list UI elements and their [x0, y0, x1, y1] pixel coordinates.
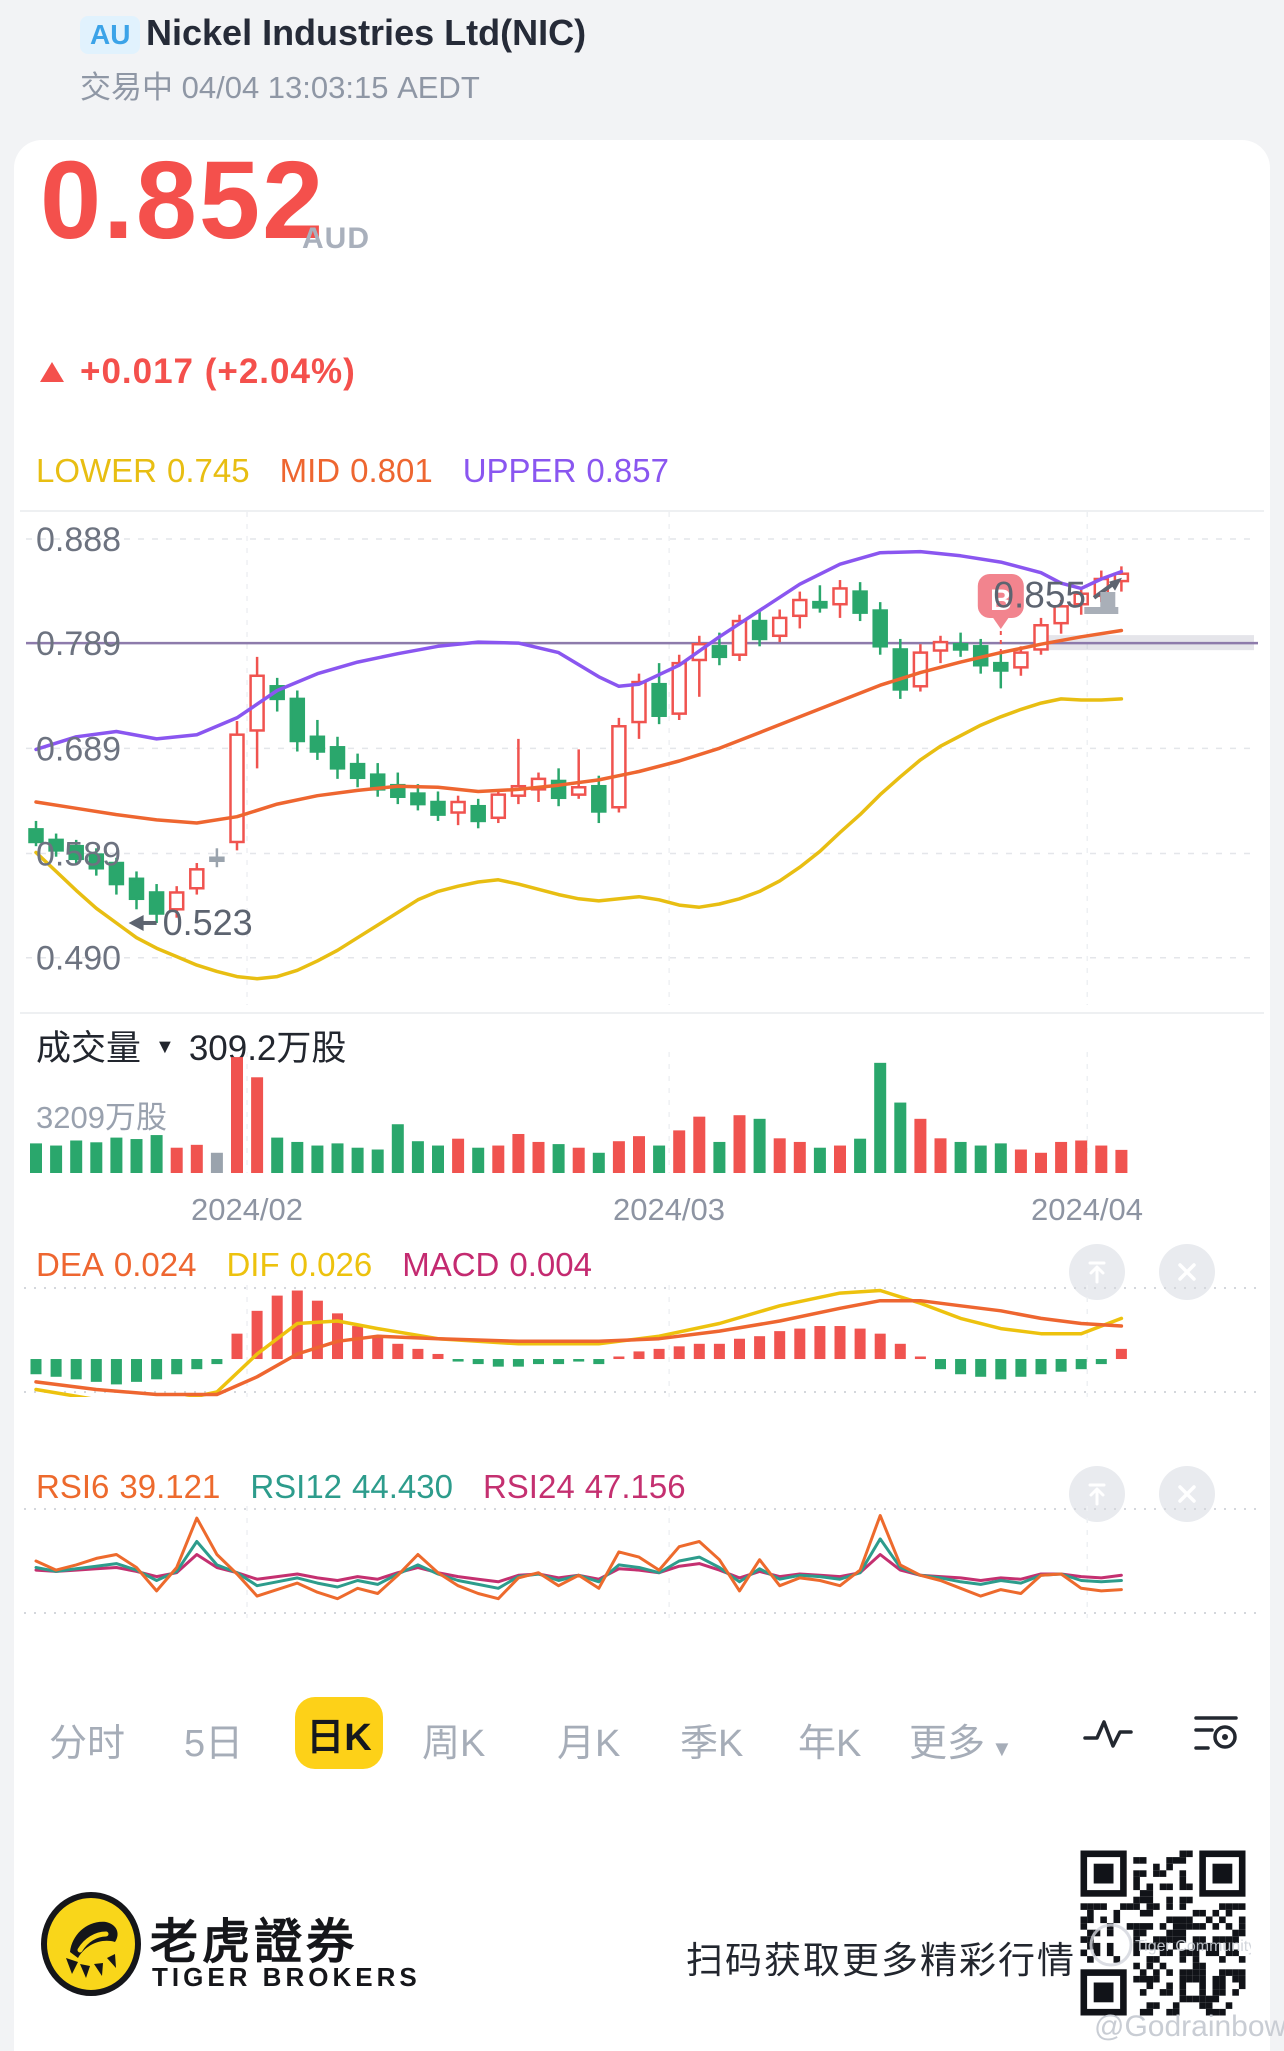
- macd-indicator-labels: DEA 0.024 DIF 0.026 MACD 0.004: [36, 1246, 592, 1284]
- content-card: [14, 140, 1270, 2051]
- indicator-settings-button[interactable]: [1184, 1700, 1248, 1764]
- candlestick-chart[interactable]: 0.888 0.789 0.689 0.589 0.490 0.523 B0.855: [20, 512, 1264, 1010]
- x-axis-label-mar: 2024/03: [612, 1192, 726, 1227]
- boll-upper-label: UPPER 0.857: [462, 452, 669, 489]
- tab-minute[interactable]: 分时: [49, 1723, 126, 1765]
- stock-title: Nickel Industries Ltd(NIC): [146, 12, 587, 53]
- volume-value: 309.2万股: [188, 1029, 347, 1068]
- rsi-chart[interactable]: [20, 1506, 1264, 1618]
- volume-header[interactable]: 成交量 ▼ 309.2万股: [36, 1020, 346, 1071]
- rsi24-label: RSI24 47.156: [482, 1468, 686, 1505]
- tab-more[interactable]: 更多 ▼: [909, 1723, 1013, 1765]
- svg-text:0.689: 0.689: [36, 730, 121, 768]
- rsi-move-top-button[interactable]: [1069, 1466, 1125, 1522]
- macd-label: MACD 0.004: [402, 1246, 592, 1283]
- macd-move-top-button[interactable]: [1069, 1244, 1125, 1300]
- svg-text:Tiger Community: Tiger Community: [1135, 1938, 1251, 1955]
- svg-text:0.855: 0.855: [993, 575, 1086, 616]
- svg-text:0.789: 0.789: [36, 625, 121, 663]
- dif-label: DIF 0.026: [226, 1246, 373, 1283]
- x-axis-label-apr: 2024/04: [1030, 1192, 1144, 1227]
- tab-yearly-k[interactable]: 年K: [798, 1723, 862, 1765]
- volume-title: 成交量: [36, 1029, 142, 1068]
- last-price: 0.852: [40, 139, 326, 262]
- volume-chart[interactable]: [20, 1052, 1264, 1173]
- tab-daily-k[interactable]: 日K: [295, 1697, 383, 1769]
- price-change-text: +0.017 (+2.04%): [80, 352, 356, 391]
- rsi-close-button[interactable]: [1159, 1466, 1215, 1522]
- volume-separator: [20, 1012, 1264, 1014]
- market-badge: AU: [80, 16, 141, 54]
- dea-label: DEA 0.024: [36, 1246, 197, 1283]
- svg-text:0.888: 0.888: [36, 521, 121, 559]
- currency-label: AUD: [302, 222, 370, 255]
- boll-mid-label: MID 0.801: [279, 452, 433, 489]
- qr-scan-hint: 扫码获取更多精彩行情: [686, 1940, 1076, 1981]
- close-icon: [1178, 1263, 1196, 1281]
- up-triangle-icon: [40, 362, 64, 382]
- pulse-line-icon: [1083, 1720, 1133, 1748]
- boll-lower-label: LOWER 0.745: [36, 452, 250, 489]
- chart-top-separator: [20, 510, 1264, 512]
- x-axis-label-feb: 2024/02: [190, 1192, 304, 1227]
- svg-text:0.589: 0.589: [36, 836, 121, 874]
- qr-code: Tiger Community: [1075, 1845, 1251, 2021]
- market-status-line: 交易中 04/04 13:03:15 AEDT: [80, 70, 480, 105]
- boll-indicator-labels: LOWER 0.745 MID 0.801 UPPER 0.857: [36, 452, 669, 490]
- svg-text:0.523: 0.523: [163, 902, 253, 943]
- rsi-indicator-labels: RSI6 39.121 RSI12 44.430 RSI24 47.156: [36, 1468, 686, 1506]
- caret-down-icon: ▼: [155, 1036, 175, 1058]
- macd-close-button[interactable]: [1159, 1244, 1215, 1300]
- indicator-settings-icon: [1194, 1716, 1238, 1750]
- svg-text:B: B: [990, 584, 1012, 617]
- macd-chart[interactable]: [20, 1285, 1264, 1397]
- watermark-handle: @Godrainbow: [1094, 2010, 1284, 2043]
- tab-5day[interactable]: 5日: [184, 1723, 244, 1765]
- brand-name-cn: 老虎證券: [150, 1916, 359, 1969]
- rsi6-label: RSI6 39.121: [36, 1468, 221, 1505]
- tiger-brokers-logo: [41, 1892, 141, 1996]
- line-chart-mode-button[interactable]: [1076, 1700, 1140, 1764]
- close-icon: [1178, 1485, 1196, 1503]
- price-change-row: +0.017 (+2.04%): [40, 352, 356, 392]
- tab-monthly-k[interactable]: 月K: [557, 1723, 621, 1765]
- tab-weekly-k[interactable]: 周K: [422, 1723, 486, 1765]
- caret-down-icon: ▼: [991, 1736, 1013, 1761]
- rsi12-label: RSI12 44.430: [250, 1468, 453, 1505]
- volume-max-label: 3209万股: [36, 1100, 167, 1135]
- brand-name-en: TIGER BROKERS: [152, 1962, 421, 1992]
- tab-quarterly-k[interactable]: 季K: [680, 1723, 744, 1765]
- move-to-top-icon: [1088, 1261, 1106, 1284]
- move-to-top-icon: [1088, 1483, 1106, 1506]
- svg-text:0.490: 0.490: [36, 940, 121, 978]
